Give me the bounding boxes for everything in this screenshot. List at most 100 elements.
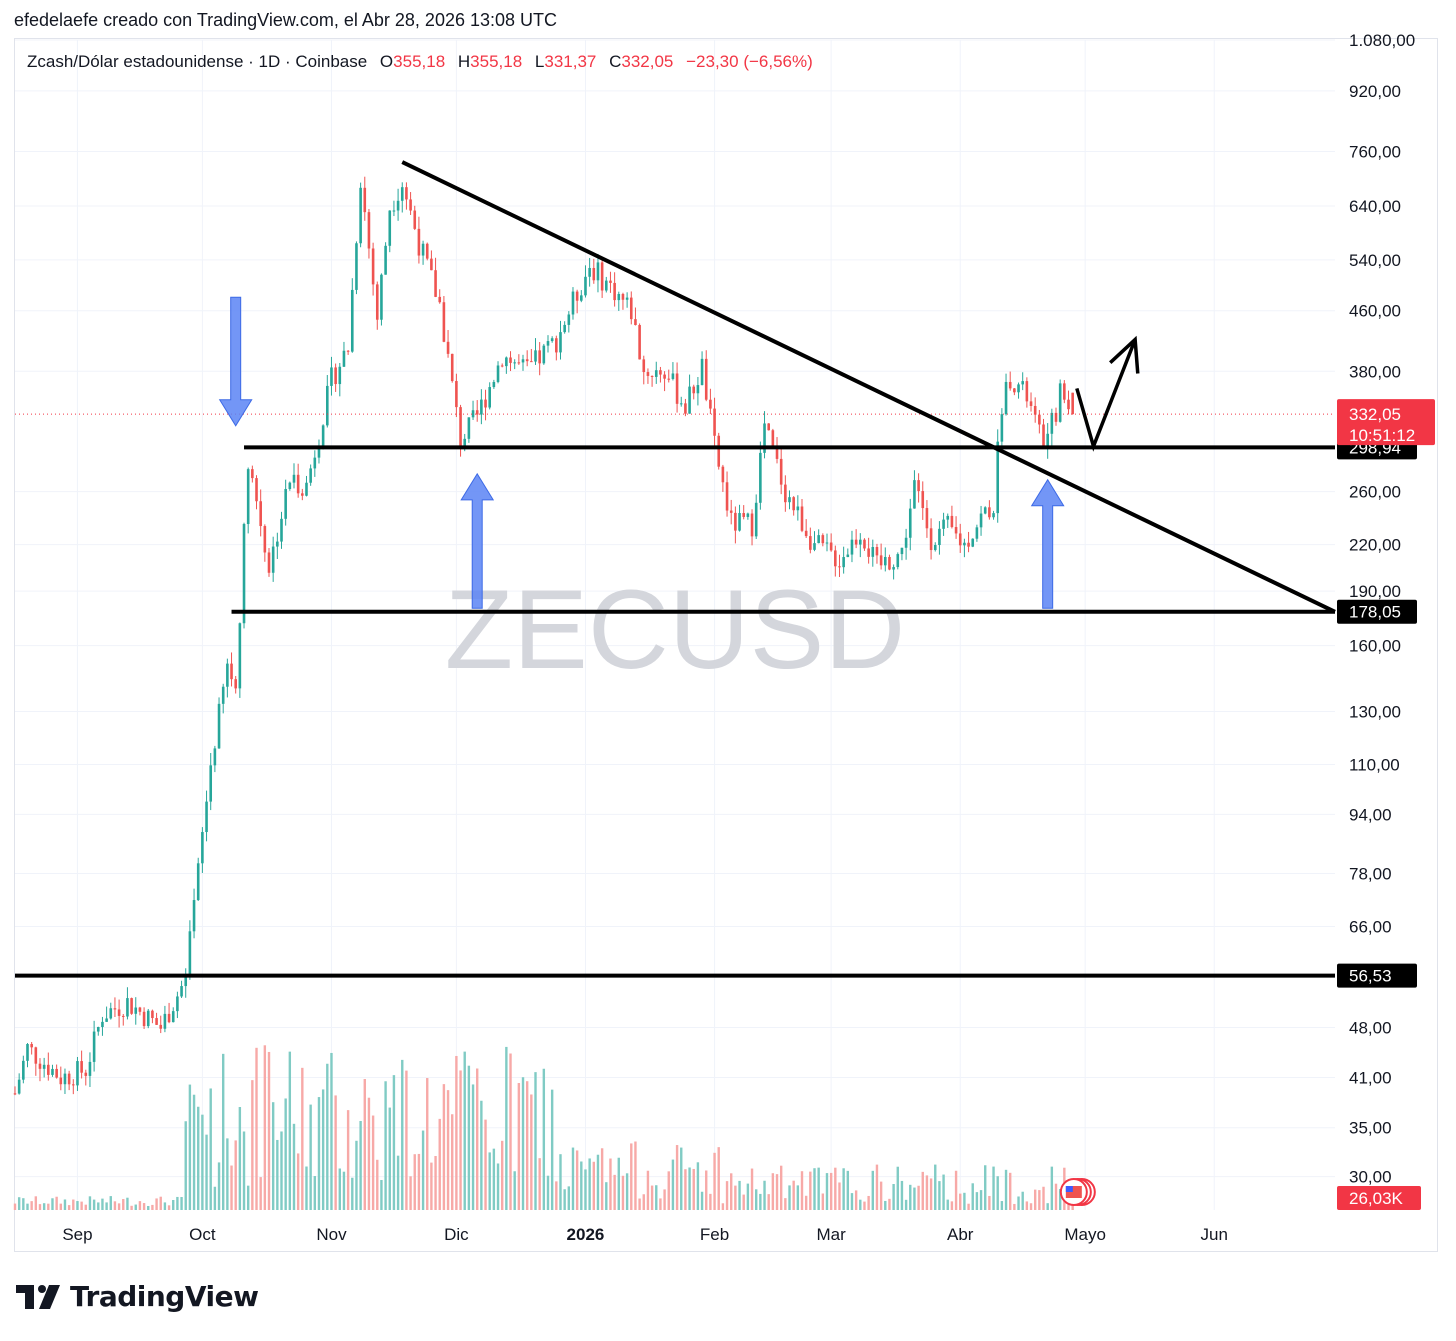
- time-axis-tick: Nov: [316, 1225, 347, 1244]
- volume-bar: [534, 1072, 537, 1210]
- volume-bar: [592, 1161, 596, 1210]
- chart-frame[interactable]: [14, 38, 1438, 1252]
- candle-body: [176, 996, 179, 1012]
- candle-body: [825, 542, 829, 544]
- price-axis-tick: 220,00: [1349, 536, 1401, 555]
- volume-bar: [567, 1186, 571, 1210]
- candle-body: [629, 297, 633, 320]
- volume-bar: [588, 1158, 591, 1210]
- candle-body: [130, 998, 133, 1014]
- volume-bar: [1017, 1196, 1020, 1210]
- volume-bar: [197, 1106, 200, 1210]
- candle-body: [621, 293, 625, 300]
- volume-bar: [625, 1173, 629, 1210]
- arrow-down-icon[interactable]: [218, 296, 253, 427]
- volume-bar: [455, 1055, 458, 1210]
- candle-body: [821, 535, 825, 544]
- events-flag: [1059, 1178, 1096, 1206]
- candle-body: [663, 374, 666, 379]
- volume-bar: [925, 1175, 929, 1210]
- candle-body: [405, 187, 408, 200]
- candle-body: [471, 410, 475, 418]
- volume-bar: [575, 1150, 579, 1210]
- candle-body: [684, 403, 687, 414]
- candle-body: [263, 526, 267, 553]
- volume-bar: [338, 1168, 341, 1210]
- price-axis-tick: 380,00: [1349, 362, 1401, 381]
- price-axis-tick: 760,00: [1349, 142, 1401, 161]
- candle-body: [555, 338, 558, 353]
- symbol-title[interactable]: Zcash/Dólar estadounidense · 1D · Coinba…: [27, 52, 368, 71]
- volume-bar: [1021, 1191, 1024, 1210]
- time-axis-tick: Dic: [444, 1225, 469, 1244]
- candle-body: [22, 1060, 25, 1080]
- candle-body: [288, 482, 292, 489]
- candle-body: [850, 539, 854, 555]
- price-axis-tick: 48,00: [1349, 1019, 1392, 1038]
- volume-bar: [734, 1185, 737, 1210]
- candle-body: [1008, 381, 1012, 389]
- volume-bar: [209, 1088, 212, 1210]
- projection-path[interactable]: [1075, 338, 1137, 452]
- volume-bar: [600, 1148, 604, 1210]
- candle-body: [600, 262, 604, 291]
- volume-bar: [484, 1119, 487, 1210]
- volume-bar: [996, 1176, 999, 1210]
- volume-bar: [396, 1155, 400, 1210]
- candle-body: [775, 445, 779, 459]
- volume-bar: [705, 1170, 708, 1210]
- symbol-info-bar[interactable]: Zcash/Dólar estadounidense · 1D · Coinba…: [27, 52, 813, 72]
- candle-body: [550, 338, 554, 342]
- volume-bar: [271, 1102, 275, 1210]
- volume-bar: [663, 1189, 666, 1210]
- volume-bar: [613, 1174, 616, 1210]
- price-axis-tick: 35,00: [1349, 1119, 1392, 1138]
- volume-bars: [13, 1045, 1074, 1210]
- volume-bar: [892, 1184, 895, 1210]
- descending-trendline[interactable]: [401, 160, 1336, 614]
- volume-bar: [1042, 1186, 1045, 1210]
- volume-bar: [17, 1197, 21, 1210]
- volume-bar: [659, 1198, 662, 1210]
- volume-bar: [296, 1153, 300, 1210]
- candle-body: [588, 267, 591, 277]
- candle-body: [871, 547, 875, 557]
- candle-body: [917, 480, 920, 492]
- candle-body: [30, 1044, 33, 1048]
- drawing-annotations: [15, 160, 1336, 978]
- price-axis-tick: 1.080,00: [1349, 31, 1415, 50]
- volume-bar: [134, 1204, 137, 1210]
- volume-bar: [717, 1147, 720, 1210]
- volume-bar: [675, 1145, 679, 1210]
- volume-bar: [946, 1199, 949, 1210]
- candle-body: [650, 375, 654, 377]
- volume-bar: [904, 1199, 908, 1210]
- candle-body: [442, 302, 446, 342]
- candle-body: [1033, 405, 1037, 415]
- arrow-up-icon[interactable]: [1030, 478, 1065, 609]
- volume-bar: [730, 1173, 733, 1210]
- candle-body: [875, 547, 879, 556]
- candle-body: [321, 425, 325, 446]
- candle-body: [276, 541, 279, 547]
- candle-body: [171, 1011, 175, 1023]
- tradingview-logo[interactable]: TradingView: [16, 1280, 259, 1313]
- candle-body: [988, 507, 991, 518]
- candle-body: [463, 438, 467, 448]
- volume-bar: [871, 1170, 874, 1210]
- candle-body: [525, 359, 529, 362]
- candle-body: [671, 373, 675, 379]
- volume-bar: [867, 1195, 870, 1210]
- volume-bar: [896, 1166, 899, 1210]
- last-price-tag-value: 332,05: [1349, 405, 1401, 424]
- volume-bar: [55, 1196, 58, 1210]
- volume-bar: [434, 1155, 437, 1210]
- volume-bar: [709, 1193, 712, 1210]
- candlestick-series: [13, 176, 1074, 1096]
- volume-bar: [1013, 1203, 1016, 1210]
- arrow-up-icon[interactable]: [460, 472, 495, 609]
- candle-body: [921, 491, 925, 509]
- volume-bar: [355, 1140, 358, 1210]
- volume-bar: [771, 1173, 775, 1210]
